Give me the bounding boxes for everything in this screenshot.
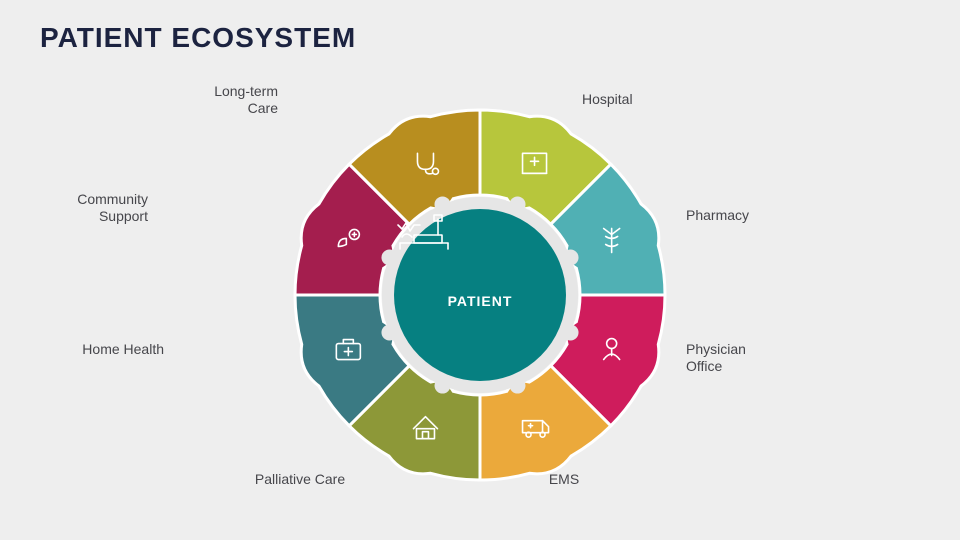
- label-community-support: CommunitySupport: [8, 191, 148, 225]
- label-physician-office: PhysicianOffice: [686, 341, 826, 375]
- label-palliative-care: Palliative Care: [230, 471, 370, 488]
- label-home-health: Home Health: [24, 341, 164, 358]
- center-label: PATIENT: [448, 293, 513, 309]
- diagram-stage: PATIENT Hospital Pharmacy PhysicianOffice E…: [0, 0, 960, 540]
- center-core: PATIENT: [394, 209, 566, 381]
- label-pharmacy: Pharmacy: [686, 207, 826, 224]
- label-hospital: Hospital: [582, 91, 722, 108]
- label-long-term-care: Long-termCare: [138, 83, 278, 117]
- label-ems: EMS: [494, 471, 634, 488]
- patient-bed-icon: [394, 209, 454, 253]
